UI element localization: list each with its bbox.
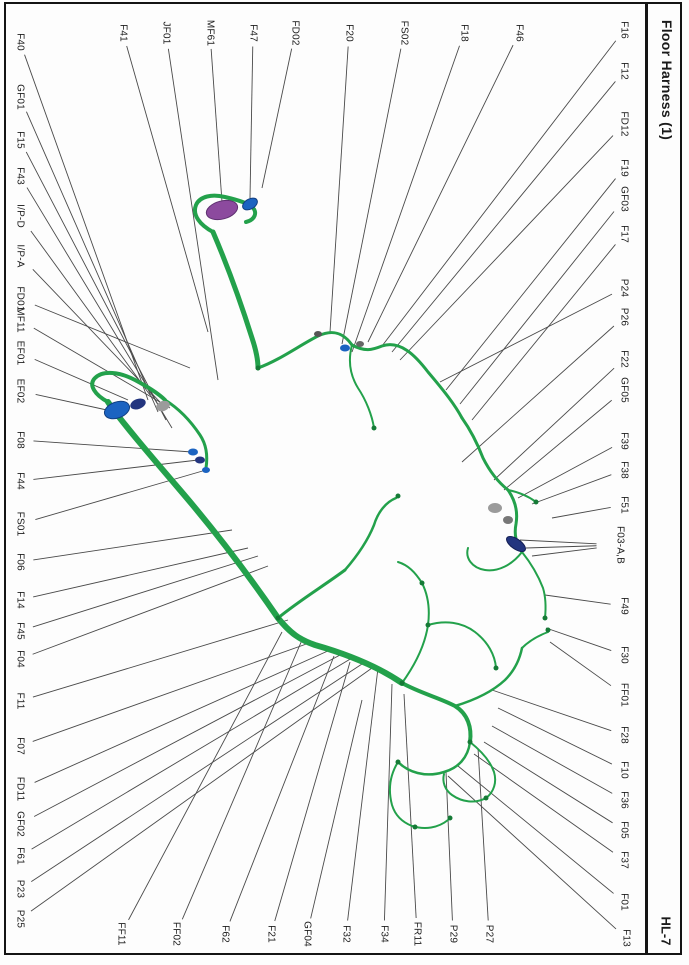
leader-line	[347, 667, 379, 921]
leader-line	[274, 661, 351, 922]
leader-line	[32, 555, 259, 628]
leader-line	[445, 771, 453, 921]
leader-line	[517, 446, 613, 499]
leader-line	[497, 707, 613, 765]
leader-line	[126, 45, 209, 333]
leader-line	[483, 741, 613, 824]
leader-line	[473, 753, 614, 853]
connector-small	[314, 331, 322, 337]
leader-line	[329, 46, 349, 333]
leader-line	[457, 765, 614, 894]
leader-line	[35, 469, 207, 520]
harness-tubes	[90, 193, 549, 829]
leader-line	[128, 631, 283, 921]
leader-line	[30, 230, 151, 396]
leader-line	[531, 474, 612, 505]
leader-line	[33, 459, 199, 480]
connector-mf61	[205, 199, 239, 221]
connector-small	[195, 456, 205, 464]
leader-line	[439, 293, 613, 383]
page-code: HL-7	[658, 916, 674, 946]
leader-line	[549, 641, 612, 687]
leader-line	[167, 48, 219, 381]
leader-line	[34, 649, 331, 783]
leader-line	[310, 699, 363, 919]
leader-line	[33, 653, 343, 817]
connector-gray	[488, 503, 502, 513]
leader-line	[383, 683, 393, 921]
harness-clips	[255, 365, 551, 830]
title-strip-divider	[645, 2, 648, 955]
leader-line	[351, 45, 460, 353]
page-border	[4, 2, 682, 955]
connector-cluster-gray	[156, 400, 170, 412]
leader-line	[503, 399, 612, 491]
leader-line	[32, 641, 313, 742]
leader-line	[471, 244, 616, 421]
leader-line	[445, 178, 616, 391]
leader-line	[35, 393, 117, 413]
connector-gray	[503, 516, 513, 524]
connector-small	[340, 344, 350, 352]
leader-line	[381, 40, 617, 347]
leader-line	[525, 545, 597, 549]
leader-line	[367, 44, 514, 343]
connector-cluster-navy	[130, 398, 146, 410]
leader-lines	[24, 40, 617, 930]
leader-line	[34, 358, 129, 401]
connector-small	[202, 467, 210, 473]
leader-line	[459, 211, 615, 405]
leader-line	[210, 48, 223, 203]
leader-line	[33, 327, 171, 409]
connector-small	[188, 448, 198, 456]
leader-line	[544, 594, 611, 605]
connectors	[103, 197, 551, 830]
connector-small	[356, 341, 364, 347]
leader-line	[403, 693, 417, 919]
leader-line	[31, 663, 363, 882]
leader-line	[33, 529, 233, 561]
leader-line	[341, 48, 402, 345]
leader-line	[461, 325, 615, 463]
connector-cluster-blue	[103, 400, 131, 420]
leader-line	[229, 655, 335, 922]
leader-line	[519, 539, 597, 545]
leader-line	[25, 151, 167, 421]
leader-line	[32, 565, 269, 655]
leader-line	[249, 46, 254, 199]
leader-line	[531, 547, 597, 557]
leader-line	[551, 506, 611, 519]
leader-line	[34, 304, 191, 369]
connector-f47	[242, 197, 258, 211]
page-title: Floor Harness (1)	[659, 19, 675, 141]
leader-line	[491, 725, 613, 794]
leader-line	[477, 747, 489, 921]
connector-f03	[506, 535, 526, 553]
leader-line	[545, 627, 612, 652]
leader-line	[181, 639, 303, 920]
leader-line	[30, 667, 373, 912]
leader-line	[33, 440, 193, 453]
leader-line	[31, 657, 353, 850]
leader-line	[399, 135, 614, 361]
leader-line	[493, 367, 615, 481]
leader-line	[391, 81, 616, 353]
leader-line	[33, 547, 249, 598]
leader-line	[32, 619, 289, 698]
leader-line	[491, 689, 612, 732]
leader-line	[261, 48, 293, 189]
